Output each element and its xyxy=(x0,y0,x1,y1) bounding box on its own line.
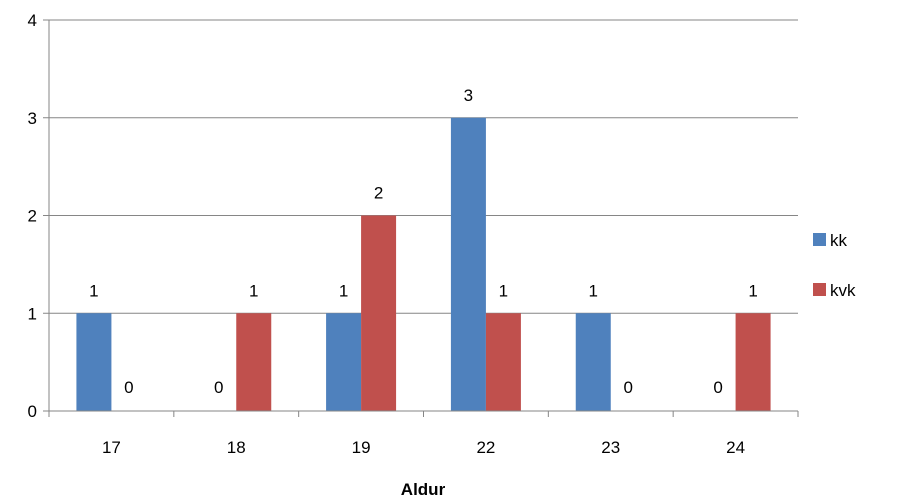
bars xyxy=(76,117,771,411)
axes xyxy=(43,19,799,417)
bar-kk-22 xyxy=(450,117,486,411)
data-label-kvk-19: 2 xyxy=(374,184,383,203)
data-label-kk-17: 1 xyxy=(89,281,98,300)
legend-swatch-kk xyxy=(813,233,826,246)
bar-kvk-22 xyxy=(485,313,521,411)
y-tick-labels: 0 1 2 3 4 xyxy=(28,11,37,421)
x-tick-label: 22 xyxy=(476,438,495,457)
x-tick-label: 18 xyxy=(227,438,246,457)
data-labels: 1 0 1 3 1 0 0 1 2 1 0 1 xyxy=(89,86,758,397)
data-label-kvk-22: 1 xyxy=(499,281,508,300)
x-axis-title: Aldur xyxy=(401,480,446,499)
data-label-kk-19: 1 xyxy=(339,281,348,300)
x-tick-label: 24 xyxy=(726,438,745,457)
bar-kk-23 xyxy=(575,313,611,411)
x-tick-label: 23 xyxy=(601,438,620,457)
data-label-kk-22: 3 xyxy=(464,86,473,105)
data-label-kvk-23: 0 xyxy=(624,378,633,397)
bar-kvk-18 xyxy=(236,313,272,411)
data-label-kk-24: 0 xyxy=(713,378,722,397)
legend-label-kk: kk xyxy=(830,231,848,250)
bar-kk-19 xyxy=(326,313,362,411)
y-tick-label: 3 xyxy=(28,109,37,128)
bar-kvk-24 xyxy=(735,313,771,411)
bar-kk-17 xyxy=(76,313,112,411)
x-tick-labels: 17 18 19 22 23 24 xyxy=(102,438,745,457)
data-label-kk-18: 0 xyxy=(214,378,223,397)
y-tick-label: 2 xyxy=(28,207,37,226)
y-tick-label: 1 xyxy=(28,304,37,323)
legend-swatch-kvk xyxy=(813,283,826,296)
legend-label-kvk: kvk xyxy=(830,281,856,300)
data-label-kk-23: 1 xyxy=(589,281,598,300)
y-tick-label: 4 xyxy=(28,11,37,30)
y-tick-label: 0 xyxy=(28,402,37,421)
data-label-kvk-17: 0 xyxy=(124,378,133,397)
x-tick-label: 19 xyxy=(352,438,371,457)
gridlines xyxy=(49,19,798,314)
bar-kvk-19 xyxy=(361,215,397,411)
data-label-kvk-24: 1 xyxy=(748,281,757,300)
legend: kk kvk xyxy=(813,231,856,300)
data-label-kvk-18: 1 xyxy=(249,281,258,300)
x-tick-label: 17 xyxy=(102,438,121,457)
